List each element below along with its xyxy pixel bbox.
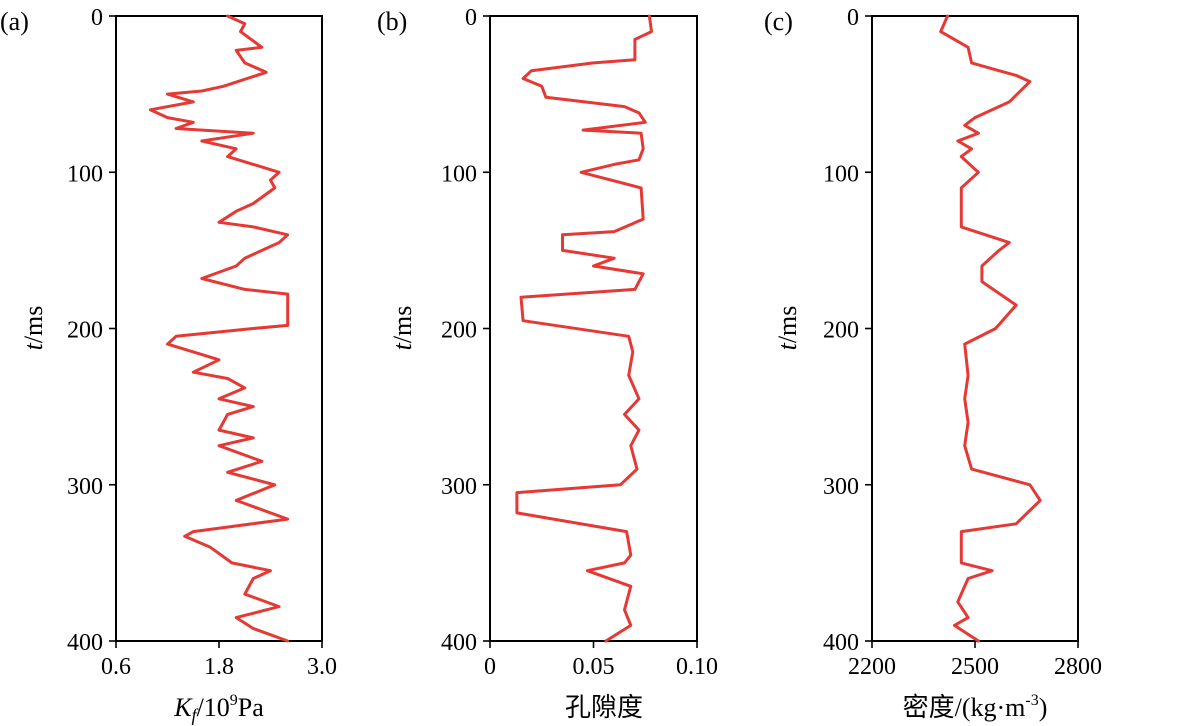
x-tick-label-b: 0.10 xyxy=(676,654,718,680)
plot-frame-a xyxy=(115,15,323,642)
ticks-b: 0 0.05 0.10 0 100 200 300 400 xyxy=(441,5,718,680)
y-tick-label-a: 100 xyxy=(67,161,103,187)
panel-label-c: (c) xyxy=(764,7,793,36)
x-tick-label-a: 3.0 xyxy=(307,654,337,680)
x-tick-label-a: 0.6 xyxy=(101,654,131,680)
y-tick-label-b: 400 xyxy=(441,630,477,656)
x-axis-label-b: 孔隙度 xyxy=(565,693,643,722)
kf-series-line xyxy=(148,14,290,643)
y-tick-label-b: 100 xyxy=(441,161,477,187)
plot-frame-c xyxy=(871,15,1079,642)
panel-label-a: (a) xyxy=(0,7,29,36)
x-axis-label-a: Kf/109Pa xyxy=(173,692,264,725)
x-tick-label-c: 2800 xyxy=(1054,654,1102,680)
panel-a: (a) 0.6 1.8 3.0 0 100 200 300 400 Kf/109Pa t/ms xyxy=(0,5,337,725)
density-series-line xyxy=(939,14,1042,643)
ticks-c: 2200 2500 2800 0 100 200 300 400 xyxy=(823,5,1102,680)
x-tick-label-c: 2200 xyxy=(848,654,896,680)
panel-b: (b) 0 0.05 0.10 0 100 200 300 400 孔隙度 t/ms xyxy=(377,5,718,722)
y-tick-label-a: 300 xyxy=(67,474,103,500)
y-tick-label-a: 0 xyxy=(91,5,103,31)
x-tick-label-b: 0 xyxy=(484,654,496,680)
y-tick-label-a: 200 xyxy=(67,318,103,344)
y-tick-label-c: 200 xyxy=(823,318,859,344)
porosity-series-line xyxy=(515,14,653,643)
x-tick-label-a: 1.8 xyxy=(204,654,234,680)
y-tick-label-c: 0 xyxy=(847,5,859,31)
plot-frame-b xyxy=(489,15,698,642)
y-tick-label-b: 200 xyxy=(441,318,477,344)
ticks-a: 0.6 1.8 3.0 0 100 200 300 400 xyxy=(67,5,337,680)
x-axis-label-c: 密度/(kg·m-3) xyxy=(903,692,1048,722)
panel-c: (c) 2200 2500 2800 0 100 200 300 400 密度/(kg·m-3… xyxy=(764,5,1102,722)
y-tick-label-c: 300 xyxy=(823,474,859,500)
y-tick-label-c: 100 xyxy=(823,161,859,187)
y-axis-label-b: t/ms xyxy=(388,306,417,351)
y-tick-label-c: 400 xyxy=(823,630,859,656)
y-axis-label-c: t/ms xyxy=(773,306,802,351)
y-tick-label-b: 0 xyxy=(465,5,477,31)
y-tick-label-b: 300 xyxy=(441,474,477,500)
x-tick-label-c: 2500 xyxy=(951,654,999,680)
y-tick-label-a: 400 xyxy=(67,630,103,656)
y-axis-label-a: t/ms xyxy=(19,306,48,351)
panel-label-b: (b) xyxy=(377,7,407,36)
x-tick-label-b: 0.05 xyxy=(573,654,615,680)
